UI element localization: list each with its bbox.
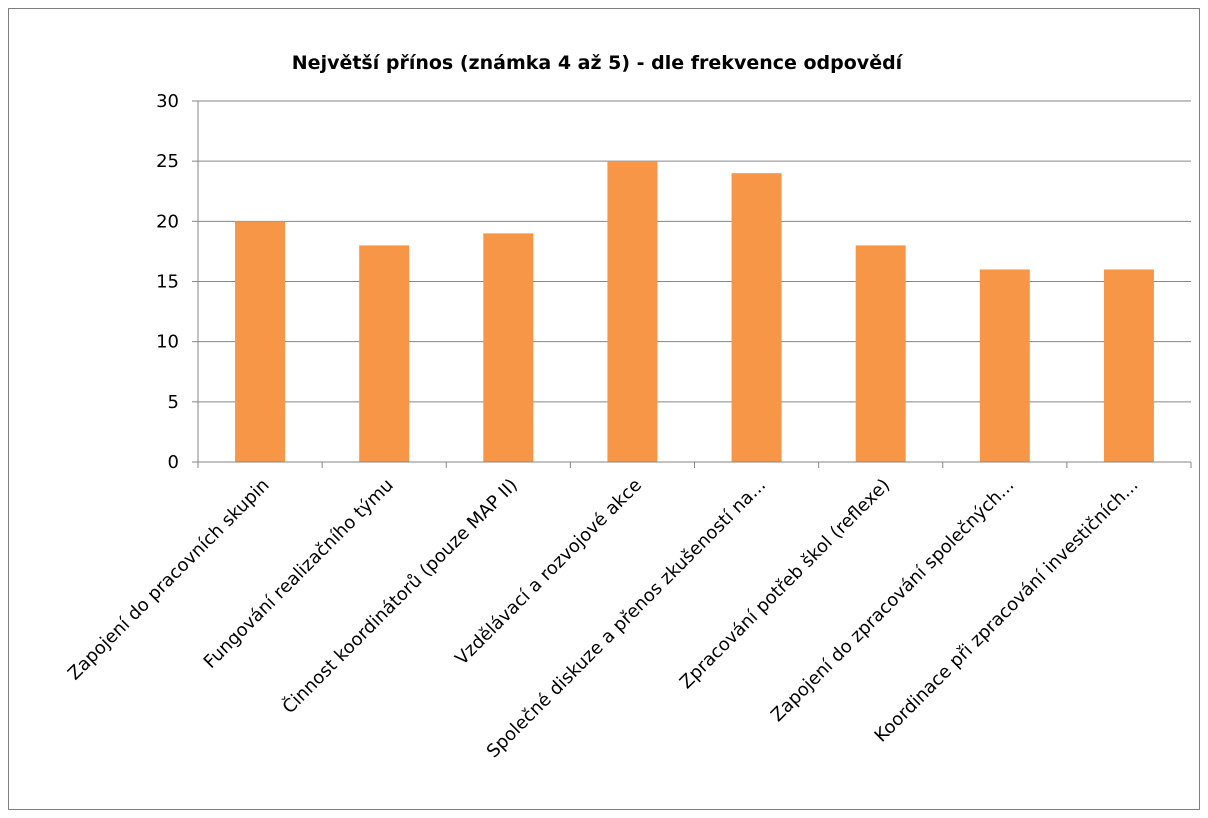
- x-category-label: Zpracování potřeb škol (reflexe): [676, 475, 894, 693]
- y-tick-label: 10: [156, 332, 179, 353]
- bar: [607, 161, 658, 462]
- bars: [235, 161, 1154, 462]
- y-axis-tick-labels: 0 5 10 15 20 25 30: [156, 91, 179, 473]
- bar: [855, 245, 906, 462]
- x-category-label: Zapojení do pracovních skupin: [64, 475, 274, 685]
- y-tick-label: 0: [168, 452, 179, 473]
- axes: [192, 100, 1192, 468]
- y-tick-label: 25: [156, 151, 179, 172]
- bar: [483, 233, 534, 462]
- bar-chart: Největší přínos (známka 4 až 5) - dle fr…: [64, 52, 1192, 762]
- bar: [979, 269, 1030, 462]
- y-tick-label: 5: [168, 392, 179, 413]
- chart-area: Největší přínos (známka 4 až 5) - dle fr…: [8, 8, 1200, 810]
- y-tick-label: 20: [156, 211, 179, 232]
- x-category-label: Zapojení do zpracování společných...: [767, 475, 1018, 726]
- y-tick-label: 15: [156, 272, 179, 293]
- x-category-label: Koordinace při zpracování investičních..…: [871, 475, 1143, 747]
- bar: [359, 245, 410, 462]
- bar: [731, 173, 782, 462]
- bar: [1103, 269, 1154, 462]
- bar: [235, 221, 286, 462]
- y-tick-label: 30: [156, 91, 179, 112]
- x-category-label: Společné diskuze a přenos zkušeností na.…: [483, 475, 770, 762]
- chart-title: Největší přínos (známka 4 až 5) - dle fr…: [292, 52, 904, 74]
- gridlines: [198, 100, 1191, 403]
- x-category-label: Činnost koordinátorů (pouze MAP II): [278, 474, 522, 718]
